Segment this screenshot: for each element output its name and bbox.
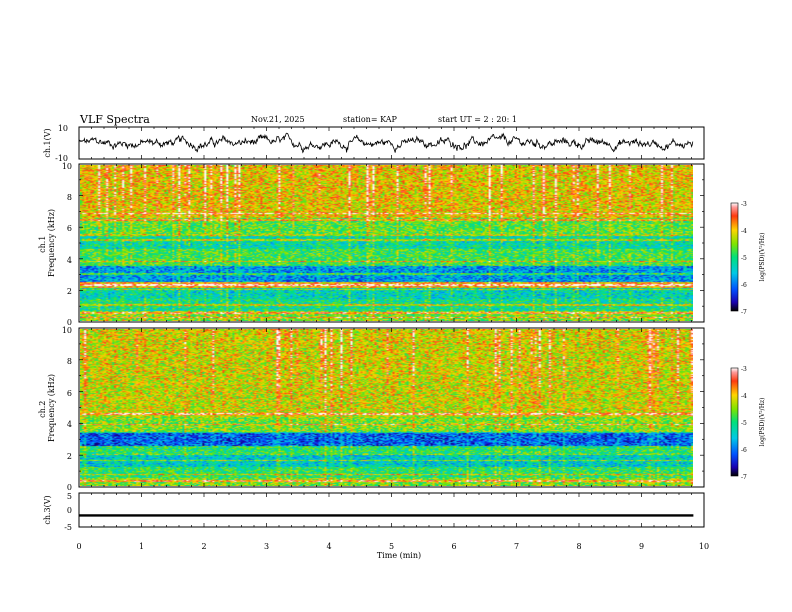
x-tick-label: 5 <box>389 542 394 551</box>
ch2-spectrogram-panel: 0 2 4 6 8 10 ch.2 Frequency (kHz) <box>38 326 705 492</box>
cb2-label: log(PSD)(V²/Hz) <box>759 398 766 447</box>
x-tick-label: 8 <box>576 542 581 551</box>
ch3-waveform-panel: 5 0 -5 ch.3(V) <box>43 492 705 532</box>
ch2-ytick-0: 0 <box>67 483 72 492</box>
cb1-tick-neg4: -4 <box>741 228 747 235</box>
ch1-ytick-bottom: -10 <box>55 154 68 163</box>
cb2-tick-neg3: -3 <box>741 366 747 373</box>
cb2-tick-neg4: -4 <box>741 393 747 400</box>
ch1-ytick-10: 10 <box>62 162 72 171</box>
ch1-spectrogram-image <box>80 165 693 321</box>
ch2-ylabel-line2: Frequency (kHz) <box>47 374 56 442</box>
ch1-ylabel-line1: ch.1 <box>38 236 47 253</box>
x-tick-label: 10 <box>699 542 709 551</box>
ch2-spectrogram-image <box>80 329 693 486</box>
ch1-ytick-8: 8 <box>67 193 72 202</box>
cb1-tick-neg6: -6 <box>741 282 747 289</box>
cb2-tick-neg6: -6 <box>741 447 747 454</box>
ch1-waveform-trace <box>78 132 694 154</box>
x-tick-label: 9 <box>639 542 644 551</box>
ch2-ylabel-line1: ch.2 <box>38 401 47 418</box>
cb2-tick-neg5: -5 <box>741 420 747 427</box>
ch3-ytick-0: 0 <box>67 506 72 515</box>
cb1-tick-neg5: -5 <box>741 255 747 262</box>
ch2-ylabel: ch.2 Frequency (kHz) <box>38 374 56 442</box>
ch1-ylabel-line2: Frequency (kHz) <box>47 209 56 277</box>
x-tick-label: 0 <box>76 542 81 551</box>
ch2-ytick-10: 10 <box>62 326 72 335</box>
x-tick-label: 7 <box>514 542 519 551</box>
ch1-ytick-4: 4 <box>67 256 72 265</box>
ch1-spectrogram-panel: 0 2 4 6 8 10 ch.1 Frequency (kHz) <box>38 162 705 327</box>
cb1-tick-neg7: -7 <box>741 309 747 316</box>
date-label: Nov.21, 2025 <box>251 115 305 124</box>
ch1-ylabel: ch.1 Frequency (kHz) <box>38 209 56 277</box>
start-ut-label: start UT = 2 : 20: 1 <box>438 115 517 124</box>
ch3-ytick-neg5: -5 <box>64 523 72 532</box>
ch2-ytick-2: 2 <box>67 452 72 461</box>
cb2-tick-neg7: -7 <box>741 474 747 481</box>
axis-ticks <box>78 127 705 527</box>
ch2-colorbar: -3 -4 -5 -6 -7 log(PSD)(V²/Hz) <box>730 366 766 481</box>
cb1-tick-neg3: -3 <box>741 201 747 208</box>
x-tick-label: 3 <box>264 542 269 551</box>
ch3-waveform-trace <box>79 514 694 517</box>
ch3-ytick-5: 5 <box>67 492 72 501</box>
ch3-ylabel: ch.3(V) <box>43 495 52 524</box>
x-axis-label: Time (min) <box>377 551 421 560</box>
ch1-ytick-top: 10 <box>58 124 68 133</box>
x-tick-label: 4 <box>326 542 331 551</box>
station-label: station= KAP <box>343 115 397 124</box>
ch1-ytick-2: 2 <box>67 287 72 296</box>
cb1-label: log(PSD)(V²/Hz) <box>759 233 766 282</box>
ch1-ylabel: ch.1(V) <box>43 128 52 157</box>
x-axis-tick-labels: 0 1 2 3 4 5 6 7 8 9 10 <box>76 542 709 551</box>
x-tick-label: 1 <box>139 542 144 551</box>
ch2-ytick-6: 6 <box>67 389 72 398</box>
plot-title: VLF Spectra <box>80 113 150 126</box>
ch1-ytick-6: 6 <box>67 224 72 233</box>
ch2-ytick-4: 4 <box>67 420 72 429</box>
x-tick-label: 6 <box>451 542 456 551</box>
ch1-waveform-panel: 10 -10 ch.1(V) <box>43 124 705 163</box>
ch2-ytick-8: 8 <box>67 357 72 366</box>
ch1-ytick-0: 0 <box>67 318 72 327</box>
ch1-colorbar: -3 -4 -5 -6 -7 log(PSD)(V²/Hz) <box>730 201 766 316</box>
x-tick-label: 2 <box>201 542 206 551</box>
